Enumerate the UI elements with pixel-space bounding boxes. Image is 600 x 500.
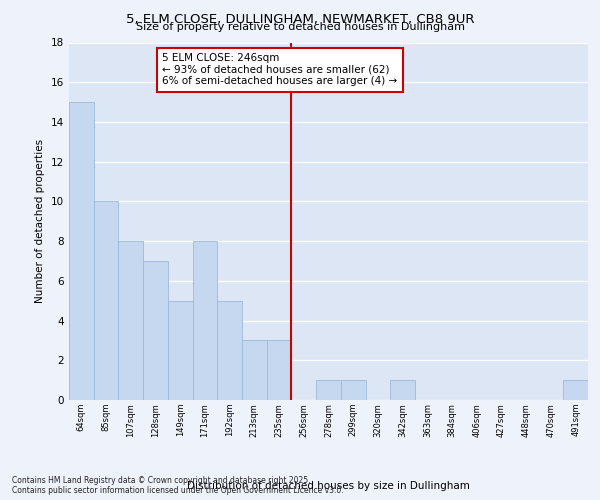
Bar — [563, 380, 588, 400]
Text: 5, ELM CLOSE, DULLINGHAM, NEWMARKET, CB8 9UR: 5, ELM CLOSE, DULLINGHAM, NEWMARKET, CB8… — [126, 12, 474, 26]
Bar — [390, 380, 415, 400]
Bar — [193, 241, 217, 400]
Text: Size of property relative to detached houses in Dullingham: Size of property relative to detached ho… — [136, 22, 464, 32]
Bar — [118, 241, 143, 400]
Bar — [94, 202, 118, 400]
X-axis label: Distribution of detached houses by size in Dullingham: Distribution of detached houses by size … — [187, 481, 470, 491]
Bar — [143, 261, 168, 400]
Bar — [242, 340, 267, 400]
Bar — [69, 102, 94, 400]
Bar — [316, 380, 341, 400]
Bar — [168, 300, 193, 400]
Bar — [267, 340, 292, 400]
Y-axis label: Number of detached properties: Number of detached properties — [35, 139, 46, 304]
Bar — [217, 300, 242, 400]
Bar — [341, 380, 365, 400]
Text: Contains HM Land Registry data © Crown copyright and database right 2025.
Contai: Contains HM Land Registry data © Crown c… — [12, 476, 344, 495]
Text: 5 ELM CLOSE: 246sqm
← 93% of detached houses are smaller (62)
6% of semi-detache: 5 ELM CLOSE: 246sqm ← 93% of detached ho… — [163, 53, 398, 86]
